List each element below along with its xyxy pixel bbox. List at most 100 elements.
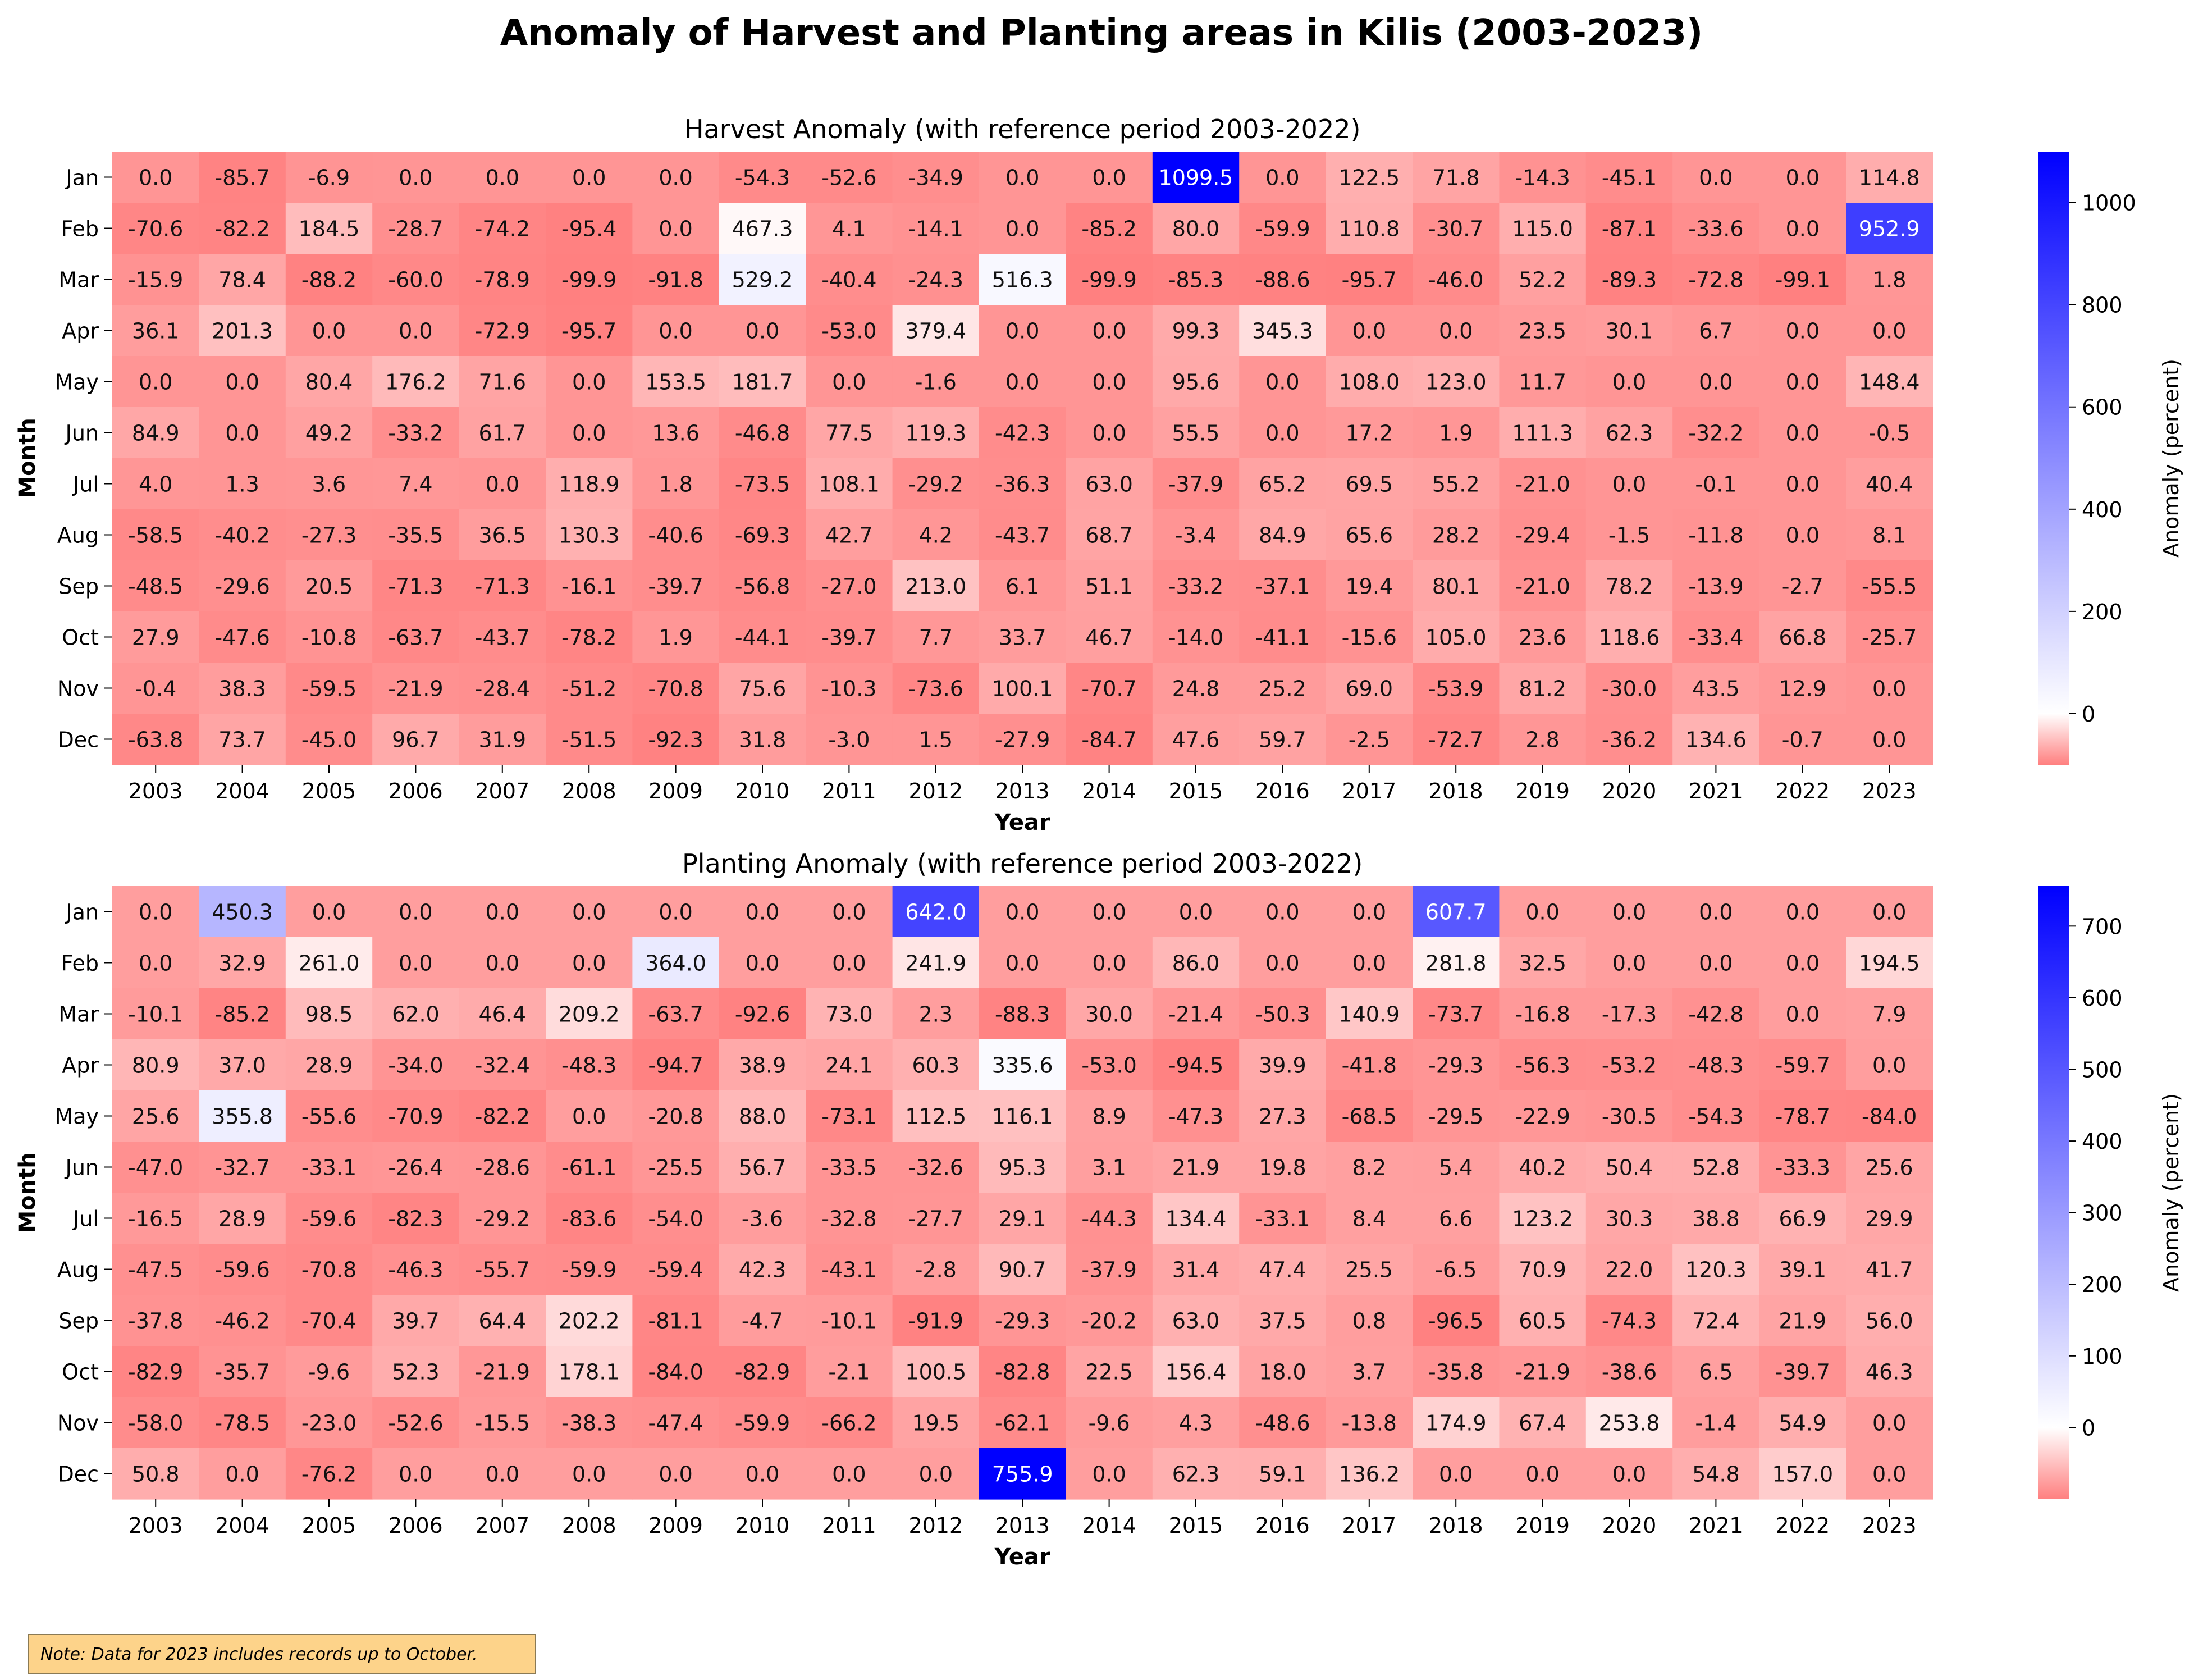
- heatmap-cell: [892, 203, 980, 254]
- cell-value-label: -46.0: [1428, 268, 1483, 293]
- cell-value-label: 37.0: [218, 1053, 266, 1078]
- cell-value-label: 46.3: [1866, 1360, 1913, 1385]
- cell-value-label: 42.7: [825, 523, 873, 548]
- x-tick-label: 2008: [562, 1513, 616, 1538]
- cell-value-label: 0.0: [1005, 319, 1039, 344]
- cell-value-label: 20.5: [305, 574, 353, 599]
- heatmap-cell: [1499, 560, 1587, 612]
- heatmap-cell: [546, 203, 633, 254]
- cell-value-label: 8.4: [1352, 1207, 1386, 1231]
- cell-value-label: 0.0: [1612, 1462, 1646, 1487]
- heatmap-cell: [892, 1142, 980, 1193]
- heatmap-cell: [1413, 1244, 1500, 1295]
- cell-value-label: 0.0: [139, 166, 172, 190]
- cell-value-label: -73.1: [821, 1104, 876, 1129]
- cell-value-label: 55.5: [1172, 421, 1220, 446]
- heatmap-cell: [1413, 254, 1500, 305]
- heatmap-cell: [892, 1090, 980, 1142]
- cell-value-label: 0.0: [399, 951, 432, 976]
- cell-value-label: 516.3: [992, 268, 1053, 293]
- heatmap-cell: [372, 1193, 460, 1244]
- cell-value-label: 38.9: [739, 1053, 787, 1078]
- heatmap-cell: [632, 886, 720, 938]
- heatmap-cell: [979, 305, 1066, 357]
- cell-value-label: 27.3: [1259, 1104, 1306, 1129]
- heatmap-cell: [372, 458, 460, 510]
- heatmap-cell: [1066, 1039, 1153, 1091]
- cell-value-label: -84.7: [1081, 728, 1136, 752]
- cell-value-label: 32.5: [1519, 951, 1566, 976]
- heatmap-cell: [1066, 203, 1153, 254]
- heatmap-cell: [1326, 1244, 1413, 1295]
- heatmap-cell: [1759, 937, 1847, 989]
- heatmap-cell: [372, 611, 460, 663]
- heatmap-cell: [1585, 1448, 1673, 1500]
- heatmap-cell: [1413, 458, 1500, 510]
- cell-value-label: 4.1: [832, 217, 866, 241]
- x-tick-label: 2003: [129, 1513, 183, 1538]
- heatmap-cell: [1499, 663, 1587, 714]
- heatmap-cell: [1066, 886, 1153, 938]
- heatmap-cell: [632, 611, 720, 663]
- cell-value-label: 209.2: [559, 1002, 620, 1027]
- cell-value-label: 0.0: [1786, 523, 1820, 548]
- heatmap-cell: [806, 203, 893, 254]
- heatmap-cell: [1413, 407, 1500, 459]
- heatmap-cell: [632, 988, 720, 1040]
- cell-value-label: -10.1: [821, 1309, 876, 1334]
- heatmap-cell: [806, 663, 893, 714]
- heatmap-cell: [632, 1090, 720, 1142]
- heatmap-cell: [632, 1039, 720, 1091]
- heatmap-cell: [806, 714, 893, 765]
- cell-value-label: -29.3: [995, 1309, 1050, 1334]
- heatmap-cell: [546, 560, 633, 612]
- cell-value-label: 40.4: [1866, 472, 1913, 497]
- y-tick-label: Oct: [62, 1360, 99, 1385]
- heatmap-cell: [1066, 407, 1153, 459]
- cell-value-label: -54.3: [1688, 1104, 1743, 1129]
- cell-value-label: -46.3: [388, 1258, 443, 1282]
- cell-value-label: 24.8: [1172, 677, 1220, 701]
- cell-value-label: -29.3: [1428, 1053, 1483, 1078]
- heatmap-cell: [1846, 1448, 1933, 1500]
- heatmap-cell: [459, 254, 546, 305]
- cell-value-label: 86.0: [1172, 951, 1220, 976]
- cell-value-label: -82.2: [475, 1104, 530, 1129]
- cell-value-label: 467.3: [732, 217, 793, 241]
- cell-value-label: -29.6: [214, 574, 269, 599]
- cell-value-label: -30.7: [1428, 217, 1483, 241]
- heatmap-cell: [1413, 611, 1500, 663]
- heatmap-cell: [112, 886, 199, 938]
- cell-value-label: 0.0: [746, 1462, 779, 1487]
- cell-value-label: 0.0: [486, 166, 519, 190]
- heatmap-cell: [1672, 254, 1760, 305]
- cell-value-label: 241.9: [905, 951, 966, 976]
- heatmap-cell: [719, 1193, 806, 1244]
- cell-value-label: 184.5: [299, 217, 360, 241]
- x-tick-label: 2011: [822, 779, 876, 804]
- cell-value-label: -42.8: [1688, 1002, 1743, 1027]
- heatmap-cell: [1066, 663, 1153, 714]
- heatmap-cell: [1499, 1346, 1587, 1398]
- cell-value-label: 0.0: [1092, 951, 1126, 976]
- cell-value-label: -40.4: [821, 268, 876, 293]
- cell-value-label: 123.2: [1512, 1207, 1573, 1231]
- heatmap-cell: [632, 356, 720, 408]
- heatmap-cell: [1585, 1397, 1673, 1449]
- cell-value-label: 22.5: [1085, 1360, 1133, 1385]
- cell-value-label: -14.3: [1515, 166, 1570, 190]
- cell-value-label: 33.7: [999, 626, 1046, 650]
- heatmap-cell: [1326, 1193, 1413, 1244]
- heatmap-cell: [1413, 886, 1500, 938]
- cell-value-label: -47.3: [1168, 1104, 1223, 1129]
- y-tick-label: Nov: [57, 677, 99, 701]
- cell-value-label: -44.1: [735, 626, 790, 650]
- heatmap-cell: [285, 407, 373, 459]
- heatmap-cell: [285, 1346, 373, 1398]
- x-tick-label: 2010: [735, 1513, 790, 1538]
- cell-value-label: 64.4: [478, 1309, 526, 1334]
- y-tick-label: Apr: [62, 1053, 99, 1078]
- heatmap-cell: [1499, 152, 1587, 203]
- heatmap-cell: [1672, 152, 1760, 203]
- heatmap-cell: [632, 509, 720, 561]
